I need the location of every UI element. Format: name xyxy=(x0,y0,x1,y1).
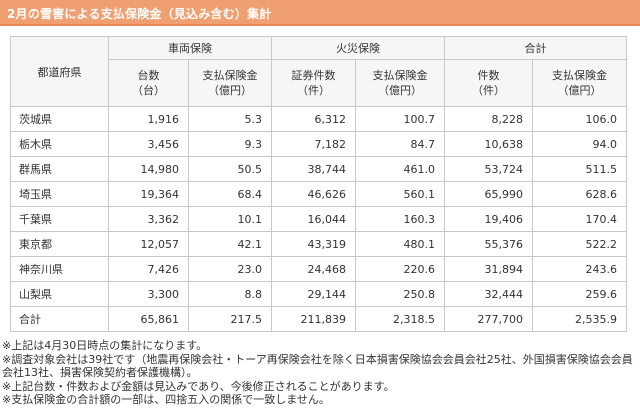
prefecture-cell: 神奈川県 xyxy=(10,256,109,282)
footnote: ※支払保険金の合計額の一部は、四捨五入の関係で一致しません。 xyxy=(2,393,330,407)
table-row: 山梨県 3,300 8.8 29,144 250.8 32,444 259.6 xyxy=(10,281,627,307)
value-cell: 14,980 xyxy=(108,156,189,182)
value-cell: 10.1 xyxy=(188,206,272,232)
prefecture-header: 都道府県 xyxy=(10,36,109,107)
table-row: 茨城県 1,916 5.3 6,312 100.7 8,228 106.0 xyxy=(10,106,627,132)
snow-damage-table: 都道府県 車両保険 火災保険 合計 台数 （台） 支払保険金 （億円） 証券件数 （件… xyxy=(10,36,627,332)
prefecture-cell: 千葉県 xyxy=(10,206,109,232)
value-cell: 250.8 xyxy=(355,281,445,307)
value-cell: 628.6 xyxy=(532,181,627,207)
column-header-fire-count: 証券件数 （件） xyxy=(271,59,356,107)
value-cell: 217.5 xyxy=(188,306,272,332)
total-row: 合計 65,861 217.5 211,839 2,318.5 277,700 2,535.… xyxy=(10,306,627,332)
value-cell: 19,406 xyxy=(444,206,533,232)
value-cell: 68.4 xyxy=(188,181,272,207)
table-row: 東京都 12,057 42.1 43,319 480.1 55,376 522.2 xyxy=(10,231,627,257)
value-cell: 10,638 xyxy=(444,131,533,157)
footnote: ※上記台数・件数および金額は見込みであり、今後修正されることがあります。 xyxy=(2,379,395,393)
value-cell: 23.0 xyxy=(188,256,272,282)
value-cell: 29,144 xyxy=(271,281,356,307)
value-cell: 560.1 xyxy=(355,181,445,207)
column-header-total-payout: 支払保険金 （億円） xyxy=(532,59,627,107)
value-cell: 53,724 xyxy=(444,156,533,182)
table-body: 茨城県 1,916 5.3 6,312 100.7 8,228 106.0 栃木県 3,456 9… xyxy=(10,106,627,332)
value-cell: 12,057 xyxy=(108,231,189,257)
value-cell: 19,364 xyxy=(108,181,189,207)
footnotes: ※上記は4月30日時点の集計になります。 ※調査対象会社は39社です（地震再保険… xyxy=(2,339,636,407)
value-cell: 9.3 xyxy=(188,131,272,157)
table-row: 神奈川県 7,426 23.0 24,468 220.6 31,894 243.6 xyxy=(10,256,627,282)
value-cell: 2,535.9 xyxy=(532,306,627,332)
value-cell: 211,839 xyxy=(271,306,356,332)
value-cell: 46,626 xyxy=(271,181,356,207)
prefecture-cell: 山梨県 xyxy=(10,281,109,307)
value-cell: 522.2 xyxy=(532,231,627,257)
value-cell: 16,044 xyxy=(271,206,356,232)
value-cell: 259.6 xyxy=(532,281,627,307)
prefecture-cell: 群馬県 xyxy=(10,156,109,182)
vehicle-insurance-header: 車両保険 xyxy=(108,36,272,60)
table-row: 埼玉県 19,364 68.4 46,626 560.1 65,990 628.6 xyxy=(10,181,627,207)
footnote: ※上記は4月30日時点の集計になります。 xyxy=(2,339,208,352)
value-cell: 106.0 xyxy=(532,106,627,132)
prefecture-cell: 茨城県 xyxy=(10,106,109,132)
fire-insurance-header: 火災保険 xyxy=(271,36,445,60)
value-cell: 3,456 xyxy=(108,131,189,157)
value-cell: 3,300 xyxy=(108,281,189,307)
value-cell: 1,916 xyxy=(108,106,189,132)
value-cell: 65,990 xyxy=(444,181,533,207)
value-cell: 6,312 xyxy=(271,106,356,132)
value-cell: 3,362 xyxy=(108,206,189,232)
value-cell: 7,182 xyxy=(271,131,356,157)
value-cell: 32,444 xyxy=(444,281,533,307)
value-cell: 55,376 xyxy=(444,231,533,257)
value-cell: 8.8 xyxy=(188,281,272,307)
value-cell: 170.4 xyxy=(532,206,627,232)
total-header: 合計 xyxy=(444,36,627,60)
value-cell: 480.1 xyxy=(355,231,445,257)
value-cell: 277,700 xyxy=(444,306,533,332)
value-cell: 5.3 xyxy=(188,106,272,132)
value-cell: 8,228 xyxy=(444,106,533,132)
column-header-vehicle-payout: 支払保険金 （億円） xyxy=(188,59,272,107)
prefecture-cell: 東京都 xyxy=(10,231,109,257)
value-cell: 65,861 xyxy=(108,306,189,332)
footnote: ※調査対象会社は39社です（地震再保険会社・トーア再保険会社を除く日本損害保険協… xyxy=(2,352,633,380)
prefecture-cell: 栃木県 xyxy=(10,131,109,157)
column-header-fire-payout: 支払保険金 （億円） xyxy=(355,59,445,107)
page-title: 2月の雪害による支払保険金（見込み含む）集計 xyxy=(7,7,272,21)
value-cell: 7,426 xyxy=(108,256,189,282)
value-cell: 2,318.5 xyxy=(355,306,445,332)
value-cell: 84.7 xyxy=(355,131,445,157)
value-cell: 160.3 xyxy=(355,206,445,232)
column-header-vehicle-count: 台数 （台） xyxy=(108,59,189,107)
value-cell: 43,319 xyxy=(271,231,356,257)
value-cell: 24,468 xyxy=(271,256,356,282)
value-cell: 38,744 xyxy=(271,156,356,182)
title-bar: 2月の雪害による支払保険金（見込み含む）集計 xyxy=(0,0,640,26)
value-cell: 511.5 xyxy=(532,156,627,182)
prefecture-cell: 埼玉県 xyxy=(10,181,109,207)
prefecture-cell: 合計 xyxy=(10,306,109,332)
table-row: 栃木県 3,456 9.3 7,182 84.7 10,638 94.0 xyxy=(10,131,627,157)
value-cell: 42.1 xyxy=(188,231,272,257)
value-cell: 31,894 xyxy=(444,256,533,282)
table-row: 千葉県 3,362 10.1 16,044 160.3 19,406 170.4 xyxy=(10,206,627,232)
table-row: 群馬県 14,980 50.5 38,744 461.0 53,724 511.5 xyxy=(10,156,627,182)
value-cell: 220.6 xyxy=(355,256,445,282)
value-cell: 461.0 xyxy=(355,156,445,182)
value-cell: 94.0 xyxy=(532,131,627,157)
value-cell: 50.5 xyxy=(188,156,272,182)
value-cell: 100.7 xyxy=(355,106,445,132)
value-cell: 243.6 xyxy=(532,256,627,282)
column-header-total-count: 件数 （件） xyxy=(444,59,533,107)
